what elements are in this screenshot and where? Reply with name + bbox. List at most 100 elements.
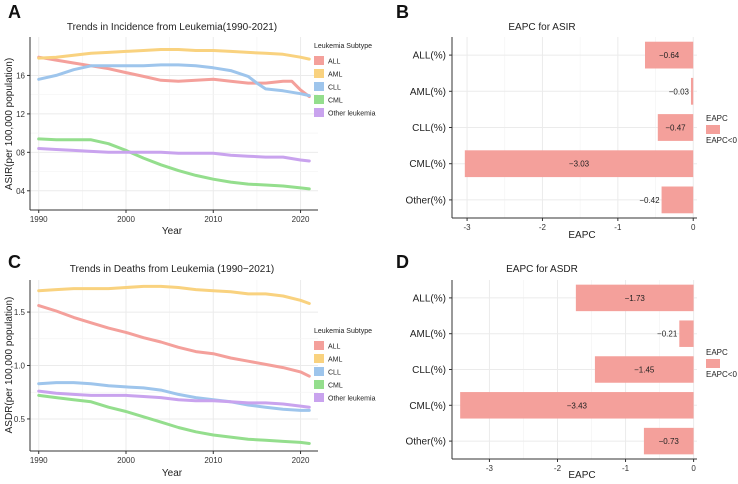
bar-value-label: −0.64 xyxy=(659,51,680,60)
series-line-aml xyxy=(37,284,311,305)
x-tick-label: 1990 xyxy=(30,456,48,465)
series-line-cll xyxy=(37,381,311,412)
legend-swatch xyxy=(706,359,720,368)
panel-letter-C: C xyxy=(8,252,21,272)
legend-swatch xyxy=(314,108,324,117)
panel-letter-A: A xyxy=(8,2,21,22)
bar-value-label: −0.73 xyxy=(659,437,680,446)
bar-other xyxy=(643,427,694,455)
y-category-label: Other(%) xyxy=(405,437,446,448)
y-tick-label: 08 xyxy=(16,148,25,157)
legend-title: Leukemia Subtype xyxy=(314,43,372,50)
y-tick-label: 1.0 xyxy=(14,362,26,371)
x-tick-label: 0 xyxy=(691,464,696,473)
y-tick-label: 0.5 xyxy=(14,415,26,424)
bar-cll xyxy=(657,114,694,141)
x-tick-label: 2010 xyxy=(204,215,222,224)
bar-value-label: −3.03 xyxy=(569,160,590,169)
bar-cml xyxy=(464,150,694,178)
y-category-label: ALL(%) xyxy=(413,51,446,62)
y-tick-label: 1.5 xyxy=(14,308,26,317)
x-tick-label: -3 xyxy=(464,223,472,232)
legend-swatch xyxy=(314,69,324,78)
x-tick-label: 2020 xyxy=(292,215,310,224)
bar-value-label: −1.45 xyxy=(634,366,655,375)
legend-title: Leukemia Subtype xyxy=(314,328,372,335)
panel-title-B: EAPC for ASIR xyxy=(508,22,575,33)
legend-label: AML xyxy=(328,72,343,79)
bar-all xyxy=(575,284,694,312)
y-tick-label: 16 xyxy=(16,71,25,80)
bar-aml xyxy=(679,320,694,347)
legend-label: CML xyxy=(328,98,343,105)
y-tick-label: 04 xyxy=(16,187,25,196)
x-tick-label: -3 xyxy=(486,464,494,473)
x-tick-label: 1990 xyxy=(30,215,48,224)
bar-other xyxy=(661,186,694,214)
series-line-aml xyxy=(37,48,311,61)
x-tick-label: 2020 xyxy=(292,456,310,465)
bar-value-label: −1.73 xyxy=(625,294,646,303)
x-tick-label: 0 xyxy=(691,223,696,232)
y-category-label: AML(%) xyxy=(410,329,446,340)
panel-title-A: Trends in Incidence from Leukemia(1990-2… xyxy=(67,22,277,33)
series-line-cll xyxy=(37,63,311,98)
series-line-other-leukemia xyxy=(37,389,311,409)
panel-title-D: EAPC for ASDR xyxy=(506,264,578,275)
x-tick-label: 2010 xyxy=(204,456,222,465)
legend-label: EAPC<0 xyxy=(706,370,737,379)
legend-swatch xyxy=(314,393,324,402)
legend-label: EAPC<0 xyxy=(706,136,737,145)
x-tick-label: 2000 xyxy=(117,456,135,465)
bar-value-label: −3.43 xyxy=(567,401,588,410)
legend-swatch xyxy=(314,367,324,376)
y-tick-label: 12 xyxy=(16,110,25,119)
series-line-cml xyxy=(37,137,311,191)
y-category-label: AML(%) xyxy=(410,87,446,98)
x-tick-label: -2 xyxy=(539,223,547,232)
legend-swatch xyxy=(314,354,324,363)
y-category-label: CML(%) xyxy=(409,401,446,412)
legend-label: ALL xyxy=(328,59,341,66)
x-axis-title: Year xyxy=(162,226,183,237)
legend-swatch xyxy=(314,341,324,350)
bar-value-label: −0.47 xyxy=(665,124,686,133)
legend-title: EAPC xyxy=(706,114,728,123)
y-category-label: Other(%) xyxy=(405,195,446,206)
legend-swatch xyxy=(314,380,324,389)
panel-title-C: Trends in Deaths from Leukemia (1990−202… xyxy=(70,264,274,275)
bar-cll xyxy=(594,356,694,383)
legend-label: CML xyxy=(328,383,343,390)
series-line-other-leukemia xyxy=(37,147,311,163)
x-tick-label: 2000 xyxy=(117,215,135,224)
legend-label: Other leukemia xyxy=(328,111,376,118)
legend-label: CLL xyxy=(328,85,341,92)
x-tick-label: -1 xyxy=(622,464,630,473)
legend-swatch xyxy=(314,82,324,91)
series-line-cml xyxy=(37,393,311,445)
x-axis-title: Year xyxy=(162,468,183,479)
y-category-label: CLL(%) xyxy=(412,123,446,134)
panel-d: D EAPC for ASDR −1.73 −0.21 −1.45 −3.43 −0.73 -… xyxy=(396,252,737,481)
bar-aml xyxy=(690,77,694,105)
y-axis-title: ASIR(per 100,000 population) xyxy=(4,58,15,190)
y-category-label: CLL(%) xyxy=(412,365,446,376)
y-category-label: CML(%) xyxy=(409,159,446,170)
bar-value-label: −0.21 xyxy=(657,330,678,339)
legend-label: AML xyxy=(328,357,343,364)
x-tick-label: -2 xyxy=(554,464,562,473)
legend-label: Other leukemia xyxy=(328,396,376,403)
series-line-all xyxy=(37,304,311,378)
legend-label: ALL xyxy=(328,344,341,351)
y-axis-title: ASDR(per 100,000 population) xyxy=(4,297,15,434)
legend-swatch xyxy=(314,56,324,65)
bar-value-label: −0.03 xyxy=(669,87,690,96)
panel-a: A Trends in Incidence from Leukemia(1990-… xyxy=(4,2,376,237)
legend-title: EAPC xyxy=(706,348,728,357)
bar-cml xyxy=(460,392,694,419)
panel-c: C Trends in Deaths from Leukemia (1990−20… xyxy=(4,252,376,479)
panel-letter-D: D xyxy=(396,252,409,272)
legend-label: CLL xyxy=(328,370,341,377)
x-axis-title: EAPC xyxy=(568,230,595,241)
panel-letter-B: B xyxy=(396,2,409,22)
